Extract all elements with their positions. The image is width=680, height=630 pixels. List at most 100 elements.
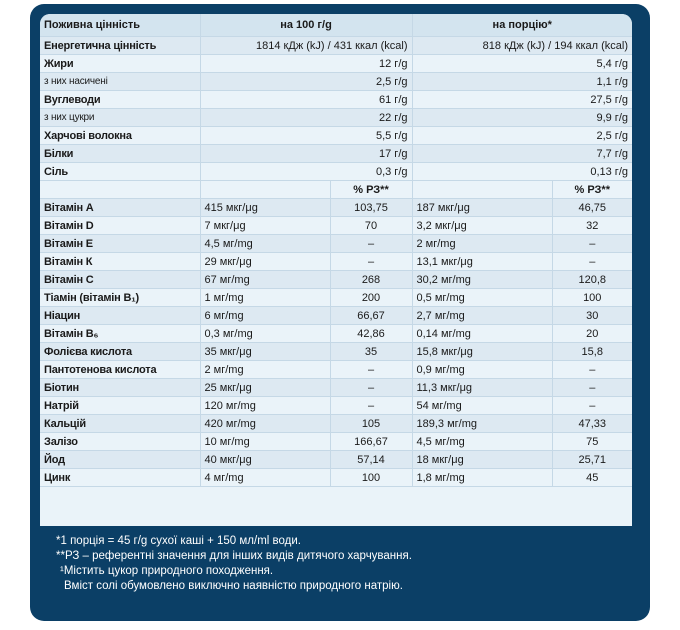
vitamin-per-100g: 2 мг/mg [200, 360, 331, 379]
vitamin-percent-serving: 47,33 [552, 414, 632, 433]
vitamin-percent-serving: 46,75 [552, 198, 632, 217]
vitamin-row: Пантотенова кислота 2 мг/mg –0,9 мг/mg – [40, 360, 632, 379]
vitamin-label: Вітамін D [40, 216, 201, 235]
vitamin-per-serving: 54 мг/mg [412, 396, 553, 415]
vitamin-percent-100g: 70 [330, 216, 413, 235]
footnotes: *1 порція = 45 г/g сухої каші + 150 мл/m… [56, 534, 616, 594]
vitamin-label: Залізо [40, 432, 201, 451]
footnote-reference-values: **РЗ – референтні значення для інших вид… [56, 550, 412, 562]
vitamin-row: Вітамін К 29 мкг/μg –13,1 мкг/μg – [40, 252, 632, 271]
footnote-natural-sugar: ¹Містить цукор природного походження. [60, 565, 274, 577]
vitamin-per-100g: 415 мкг/μg [200, 198, 331, 217]
vitamin-per-100g: 10 мг/mg [200, 432, 331, 451]
vitamin-percent-100g: 105 [330, 414, 413, 433]
percent-rz-header-100g: % РЗ** [330, 180, 413, 199]
footnote-salt: Вміст солі обумовлено виключно наявністю… [64, 580, 403, 592]
vitamin-per-serving: 1,8 мг/mg [412, 468, 553, 487]
vitamin-percent-serving: 15,8 [552, 342, 632, 361]
vitamin-per-100g: 4 мг/mg [200, 468, 331, 487]
vitamin-percent-100g: – [330, 252, 413, 271]
vitamin-per-serving: 11,3 мкг/μg [412, 378, 553, 397]
vitamin-percent-serving: – [552, 360, 632, 379]
vitamin-label: Ніацин [40, 306, 201, 325]
vitamin-row: Вітамін В₆ 0,3 мг/mg 42,86 0,14 мг/mg 20 [40, 324, 632, 343]
vitamin-label: Йод [40, 450, 201, 469]
vitamin-percent-100g: 57,14 [330, 450, 413, 469]
vitamin-per-100g: 25 мкг/μg [200, 378, 331, 397]
nutrient-row: Білки 17 г/g 7,7 г/g [40, 144, 632, 163]
vitamin-label: Кальцій [40, 414, 201, 433]
nutrient-label: Жири [40, 54, 201, 73]
vitamin-label: Вітамін А [40, 198, 201, 217]
vitamin-percent-serving: – [552, 252, 632, 271]
nutrient-per-serving: 7,7 г/g [412, 144, 632, 163]
vitamin-row: Кальцій 420 мг/mg 105 189,3 мг/mg 47,33 [40, 414, 632, 433]
vitamin-row: Вітамін А 415 мкг/μg 103,75 187 мкг/μg 46,75 [40, 198, 632, 217]
vitamin-label: Вітамін С [40, 270, 201, 289]
vitamin-per-serving: 3,2 мкг/μg [412, 216, 553, 235]
vitamin-per-100g: 120 мг/mg [200, 396, 331, 415]
vitamin-percent-100g: – [330, 360, 413, 379]
nutrient-label: Білки [40, 144, 201, 163]
nutrient-per-100g: 12 г/g [200, 54, 413, 73]
nutrient-per-serving: 818 кДж (kJ) / 194 ккал (kcal) [412, 36, 632, 55]
nutrient-per-serving: 5,4 г/g [412, 54, 632, 73]
vitamin-percent-100g: – [330, 378, 413, 397]
vitamin-per-100g: 1 мг/mg [200, 288, 331, 307]
vitamin-per-100g: 0,3 мг/mg [200, 324, 331, 343]
vitamin-per-serving: 15,8 мкг/μg [412, 342, 553, 361]
footnote-serving: *1 порція = 45 г/g сухої каші + 150 мл/m… [56, 535, 301, 547]
vitamin-percent-100g: 66,67 [330, 306, 413, 325]
vitamin-percent-100g: 100 [330, 468, 413, 487]
vitamin-percent-100g: 268 [330, 270, 413, 289]
vitamin-row: Цинк 4 мг/mg 100 1,8 мг/mg 45 [40, 468, 632, 487]
nutrient-label: з них цукри [40, 108, 201, 127]
vitamin-percent-serving: 32 [552, 216, 632, 235]
vitamin-percent-serving: 75 [552, 432, 632, 451]
vitamin-per-serving: 13,1 мкг/μg [412, 252, 553, 271]
vitamin-label: Пантотенова кислота [40, 360, 201, 379]
nutrient-label: Харчові волокна [40, 126, 201, 145]
vitamin-row: Вітамін Е 4,5 мг/mg –2 мг/mg – [40, 234, 632, 253]
nutrient-label: Енергетична цінність [40, 36, 201, 55]
vitamin-per-100g: 40 мкг/μg [200, 450, 331, 469]
vitamin-label: Цинк [40, 468, 201, 487]
nutrient-per-100g: 0,3 г/g [200, 162, 413, 181]
nutrient-row: Харчові волокна 5,5 г/g 2,5 г/g [40, 126, 632, 145]
vitamin-percent-serving: 25,71 [552, 450, 632, 469]
vitamin-percent-100g: – [330, 234, 413, 253]
nutrition-table-container: Поживна цінність на 100 г/g на порцію* Е… [40, 14, 632, 526]
vitamin-per-serving: 189,3 мг/mg [412, 414, 553, 433]
vitamin-per-serving: 2 мг/mg [412, 234, 553, 253]
vitamin-percent-serving: – [552, 234, 632, 253]
vitamin-per-100g: 6 мг/mg [200, 306, 331, 325]
vitamin-per-serving: 0,9 мг/mg [412, 360, 553, 379]
percent-rz-header-serving: % РЗ** [552, 180, 632, 199]
header-per-100g: на 100 г/g [200, 14, 413, 37]
vitamin-per-serving: 0,14 мг/mg [412, 324, 553, 343]
vitamin-percent-100g: 103,75 [330, 198, 413, 217]
vitamin-percent-serving: 20 [552, 324, 632, 343]
nutrient-per-serving: 9,9 г/g [412, 108, 632, 127]
vitamin-label: Вітамін В₆ [40, 324, 201, 343]
percent-rz-header-row: % РЗ** % РЗ** [40, 180, 632, 199]
vitamin-row: Залізо 10 мг/mg 166,67 4,5 мг/mg 75 [40, 432, 632, 451]
vitamin-label: Фолієва кислота [40, 342, 201, 361]
vitamin-per-100g: 420 мг/mg [200, 414, 331, 433]
vitamin-label: Вітамін Е [40, 234, 201, 253]
nutrient-label: Сіль [40, 162, 201, 181]
nutrient-row: з них цукри 22 г/g 9,9 г/g [40, 108, 632, 127]
vitamin-per-serving: 2,7 мг/mg [412, 306, 553, 325]
vitamin-per-serving: 18 мкг/μg [412, 450, 553, 469]
header-nutritional-value: Поживна цінність [40, 14, 201, 37]
vitamin-percent-serving: – [552, 378, 632, 397]
nutrient-per-100g: 61 г/g [200, 90, 413, 109]
vitamin-per-100g: 67 мг/mg [200, 270, 331, 289]
vitamin-per-100g: 4,5 мг/mg [200, 234, 331, 253]
nutrient-per-100g: 17 г/g [200, 144, 413, 163]
empty-cell [200, 180, 331, 199]
nutrient-row: Жири 12 г/g 5,4 г/g [40, 54, 632, 73]
vitamin-label: Тіамін (вітамін В₁) [40, 288, 201, 307]
vitamin-percent-serving: 45 [552, 468, 632, 487]
